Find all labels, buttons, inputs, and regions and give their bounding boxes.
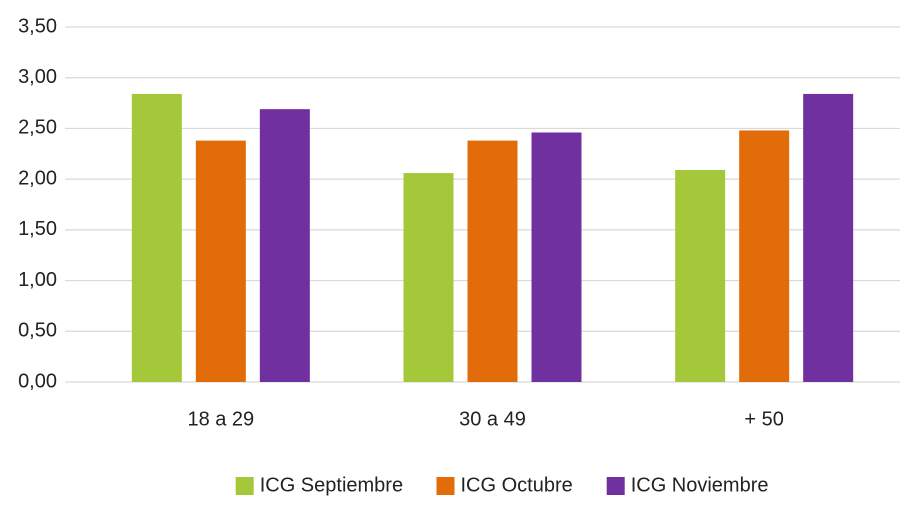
legend-label: ICG Septiembre [260, 474, 403, 496]
legend-label: ICG Noviembre [631, 474, 769, 496]
bar [531, 132, 582, 382]
bar [675, 170, 726, 382]
x-tick-label: 18 a 29 [187, 408, 254, 430]
x-tick-label: 30 a 49 [459, 408, 526, 430]
legend-swatch [436, 477, 455, 495]
legend-swatch [606, 477, 625, 495]
bar [131, 93, 182, 382]
bar [259, 109, 310, 383]
y-tick-label: 0,50 [18, 320, 57, 342]
y-tick-label: 2,00 [18, 167, 57, 189]
y-tick-label: 2,50 [18, 117, 57, 139]
legend-label: ICG Octubre [461, 474, 573, 496]
bar [195, 140, 246, 382]
bar [403, 173, 454, 382]
x-tick-label: + 50 [744, 408, 783, 430]
bar [739, 130, 790, 382]
bar [803, 93, 854, 382]
y-tick-label: 0,00 [18, 370, 57, 392]
y-tick-label: 1,00 [18, 269, 57, 291]
bar [467, 140, 518, 382]
y-tick-label: 1,50 [18, 218, 57, 240]
y-tick-label: 3,00 [18, 66, 57, 88]
y-tick-label: 3,50 [18, 15, 57, 37]
legend-swatch [235, 477, 254, 495]
